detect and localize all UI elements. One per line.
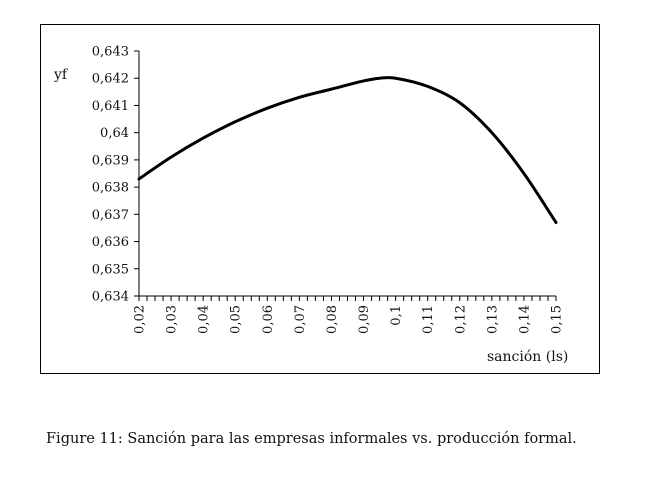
y-tick-label: 0,64: [100, 126, 129, 141]
x-tick-label: 0,11: [421, 305, 436, 334]
series-layer: [137, 76, 558, 224]
y-tick-label: 0,634: [92, 290, 129, 305]
y-axis-label: yf: [53, 67, 69, 83]
series-line-yf: [137, 76, 558, 224]
y-tick-label: 0,636: [92, 235, 129, 250]
x-tick-label: 0,12: [453, 305, 468, 334]
x-tick-label: 0,04: [197, 305, 212, 334]
x-tick-label: 0,07: [293, 305, 308, 334]
figure-caption: Figure 11: Sanción para las empresas inf…: [46, 431, 577, 447]
x-tick-label: 0,15: [550, 305, 565, 334]
x-axis-ticks: 0,02 0,03 0,04 0,05 0,06 0,07 0,08 0,09 0,1 0,11 0…: [133, 296, 565, 334]
x-tick-label: 0,05: [229, 305, 244, 334]
y-tick-label: 0,643: [92, 45, 129, 60]
y-tick-label: 0,639: [92, 153, 129, 168]
x-tick-label: 0,09: [357, 305, 372, 334]
y-tick-label: 0,635: [92, 262, 129, 277]
x-tick-label: 0,1: [389, 305, 404, 326]
chart-frame: 0,02 0,03 0,04 0,05 0,06 0,07 0,08 0,09 0,1 0,11 0…: [40, 24, 600, 374]
y-axis-ticks: 0,634 0,635 0,636 0,637 0,638 0,639 0,64 0,641 0…: [92, 45, 139, 305]
x-tick-label: 0,02: [133, 305, 148, 334]
y-tick-label: 0,642: [92, 72, 129, 87]
x-tick-label: 0,13: [485, 305, 500, 334]
x-tick-label: 0,03: [165, 305, 180, 334]
y-tick-label: 0,637: [92, 208, 129, 223]
x-tick-label: 0,14: [517, 305, 532, 334]
y-tick-label: 0,638: [92, 181, 129, 196]
x-tick-label: 0,08: [325, 305, 340, 334]
y-tick-label: 0,641: [92, 99, 129, 114]
chart-svg: 0,02 0,03 0,04 0,05 0,06 0,07 0,08 0,09 0,1 0,11 0…: [53, 45, 568, 366]
x-tick-label: 0,06: [261, 305, 276, 334]
x-axis-label: sanción (ls): [487, 349, 568, 365]
